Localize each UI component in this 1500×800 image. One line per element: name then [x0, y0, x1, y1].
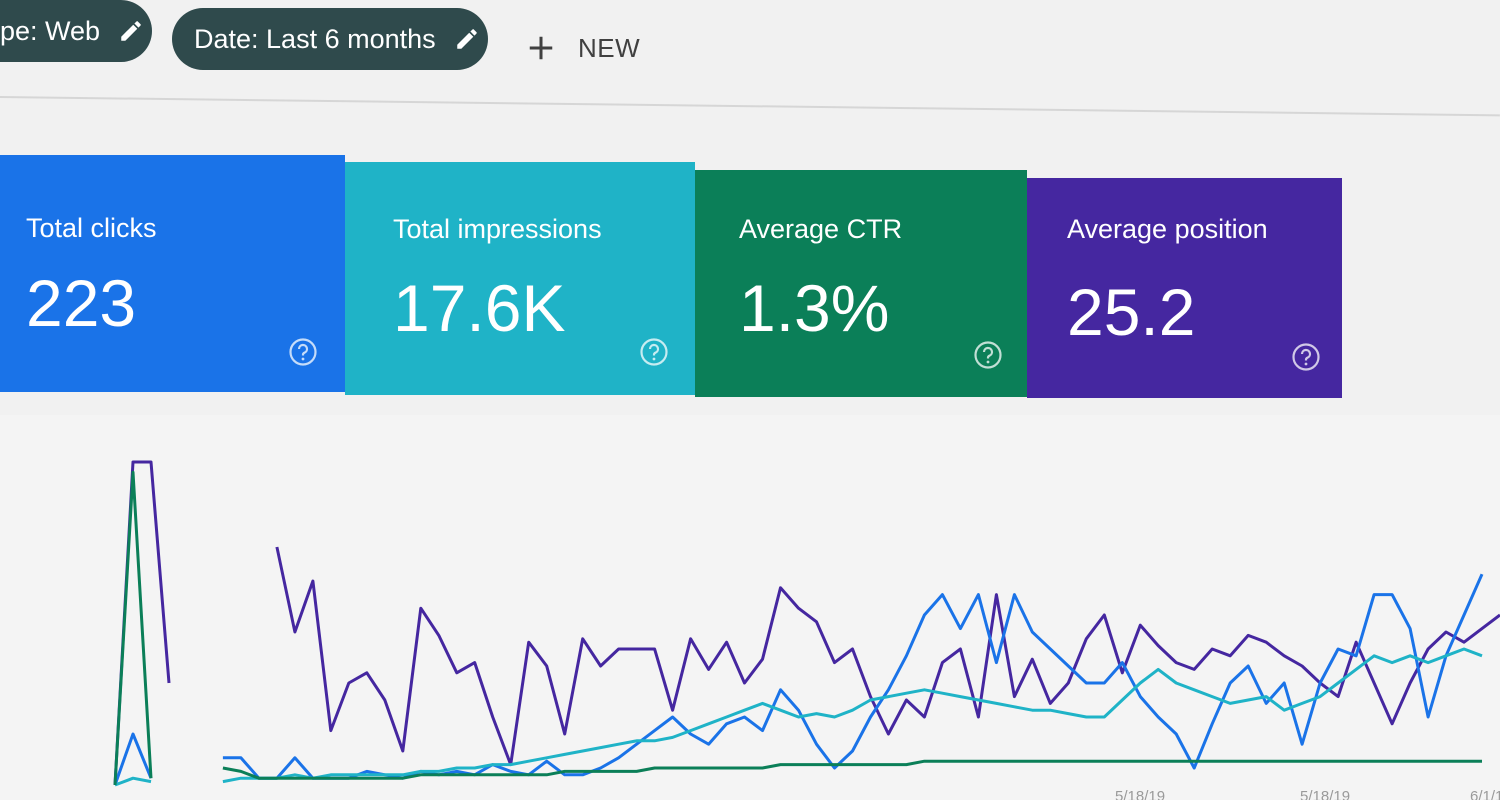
date-filter-label: Date: Last 6 months	[194, 23, 436, 54]
metric-label: Average CTR	[739, 214, 903, 244]
series-line-0	[113, 460, 1500, 786]
x-tick-label: 5/18/19	[1115, 788, 1165, 800]
metric-label: Total clicks	[26, 213, 157, 243]
x-tick-label: 6/1/19	[1470, 788, 1500, 800]
type-filter-label: pe: Web	[0, 15, 101, 46]
plus-icon	[529, 36, 553, 60]
metric-value: 223	[26, 266, 137, 340]
metric-card-total-impressions[interactable]: Total impressions 17.6K	[345, 162, 695, 395]
metric-value: 17.6K	[393, 271, 566, 345]
series-line-3	[113, 470, 1482, 786]
help-circle-icon[interactable]	[639, 337, 669, 367]
help-circle-icon[interactable]	[973, 340, 1003, 370]
series-line-1	[113, 573, 1484, 786]
toolbar-divider	[0, 96, 1500, 117]
date-filter-chip[interactable]: Date: Last 6 months	[172, 8, 488, 70]
performance-chart: 5/18/19 5/18/19 6/1/19	[0, 415, 1500, 800]
pencil-icon[interactable]	[118, 18, 144, 44]
metric-card-total-clicks[interactable]: Total clicks 223	[0, 155, 345, 392]
metric-label: Total impressions	[393, 214, 602, 244]
metric-card-average-ctr[interactable]: Average CTR 1.3%	[695, 170, 1027, 397]
metric-value: 25.2	[1067, 275, 1196, 349]
x-tick-label: 5/18/19	[1300, 788, 1350, 800]
metric-card-average-position[interactable]: Average position 25.2	[1027, 178, 1342, 398]
metric-cards: Total clicks 223 Total impressions 17.6K…	[0, 150, 1500, 410]
metric-value: 1.3%	[739, 271, 890, 345]
help-circle-icon[interactable]	[288, 337, 318, 367]
type-filter-chip[interactable]: pe: Web	[0, 0, 152, 62]
help-circle-icon[interactable]	[1291, 342, 1321, 372]
new-filter-button[interactable]: NEW	[526, 22, 640, 74]
pencil-icon[interactable]	[454, 26, 480, 52]
performance-chart-svg: 5/18/19 5/18/19 6/1/19	[113, 460, 1500, 800]
series-line-2	[114, 647, 1483, 787]
filter-toolbar: pe: Web Date: Last 6 months NEW	[0, 0, 1500, 117]
new-filter-label: NEW	[578, 32, 641, 63]
metric-label: Average position	[1067, 214, 1268, 244]
